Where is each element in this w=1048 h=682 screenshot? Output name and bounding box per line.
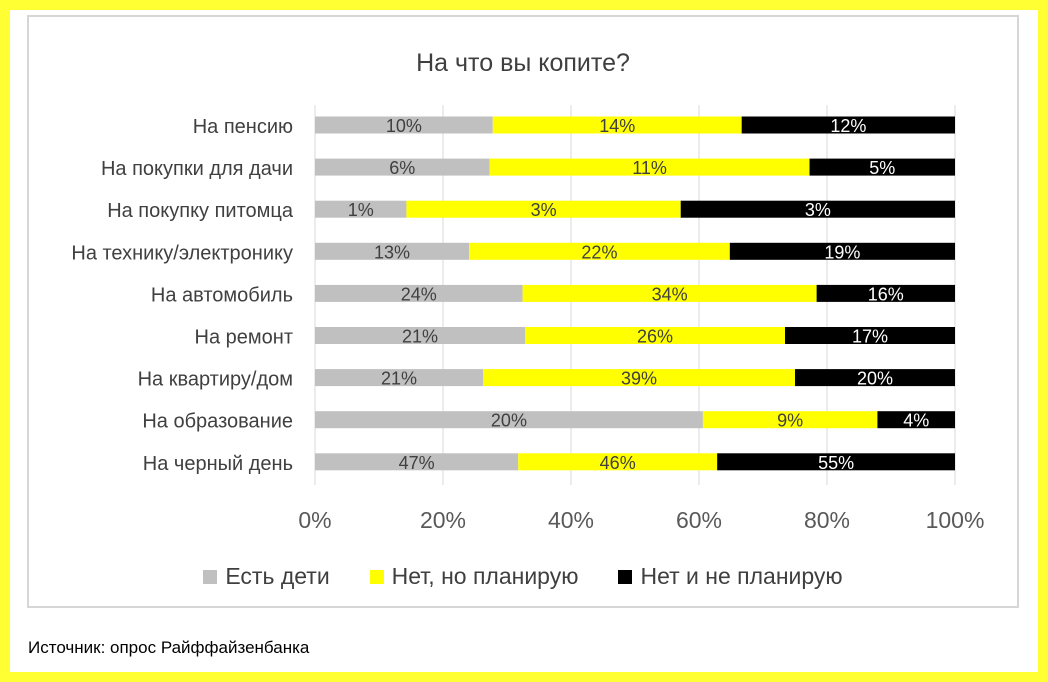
data-label: 14%: [599, 116, 635, 136]
data-label: 10%: [386, 116, 422, 136]
bar-segment: [518, 453, 718, 471]
category-label: На технику/электронику: [71, 242, 293, 264]
bar-segment: [406, 200, 681, 218]
data-label: 22%: [581, 242, 617, 262]
data-label: 20%: [857, 369, 893, 389]
bar-segment: [729, 242, 955, 260]
bar-segment: [809, 158, 955, 176]
source-note: Источник: опрос Райффайзенбанка: [28, 638, 310, 657]
data-label: 6%: [389, 158, 415, 178]
bar-segment: [315, 284, 523, 302]
bar-segment: [469, 242, 730, 260]
legend-label: Нет и не планирую: [640, 563, 843, 589]
data-label: 46%: [600, 453, 636, 473]
legend-item: Нет и не планирую: [618, 563, 843, 590]
x-tick-label: 40%: [548, 507, 594, 533]
data-label: 4%: [903, 411, 929, 431]
legend-item: Есть дети: [203, 563, 330, 590]
bar-segment: [315, 327, 525, 344]
bar-segment: [525, 327, 785, 344]
data-label: 26%: [637, 327, 673, 347]
x-tick-label: 80%: [804, 507, 850, 533]
bar-segment: [489, 158, 810, 176]
category-label: На покупку питомца: [107, 200, 294, 222]
data-label: 13%: [374, 242, 410, 262]
data-label: 3%: [805, 200, 831, 220]
bar-segment: [315, 411, 703, 429]
bar-segment: [492, 116, 742, 134]
bar-segment: [315, 369, 483, 387]
bar-segment: [315, 200, 407, 218]
data-label: 34%: [652, 284, 688, 304]
data-label: 24%: [401, 284, 437, 304]
category-label: На ремонт: [195, 327, 293, 349]
data-label: 19%: [824, 242, 860, 262]
data-label: 21%: [402, 327, 438, 347]
category-label: На черный день: [143, 453, 293, 475]
data-label: 39%: [621, 369, 657, 389]
legend-swatch: [369, 569, 384, 584]
chart-area: На что вы копите? 0% 20% 40% 60% 80% 100% На п…: [27, 15, 1019, 608]
bar-segment: [816, 284, 955, 302]
x-tick-label: 0%: [298, 507, 331, 533]
bar-segment: [785, 327, 955, 344]
legend: Есть дети Нет, но планирую Нет и не планир…: [29, 563, 1017, 590]
chart-title: На что вы копите?: [416, 49, 630, 77]
category-label: На квартиру/дом: [138, 369, 293, 391]
legend-swatch: [618, 569, 633, 584]
data-label: 12%: [830, 116, 866, 136]
bar-segment: [877, 411, 955, 429]
data-label: 3%: [531, 200, 557, 220]
bar-segment: [680, 200, 955, 218]
data-label: 21%: [381, 369, 417, 389]
data-label: 55%: [818, 453, 854, 473]
data-label: 17%: [852, 327, 888, 347]
plot-area: 0% 20% 40% 60% 80% 100% На пенсию 10% 14% 12% На п…: [71, 105, 985, 533]
bar-segment: [315, 158, 490, 176]
bar-segment: [315, 242, 470, 260]
data-label: 20%: [491, 411, 527, 431]
x-tick-label: 20%: [420, 507, 466, 533]
bar-segment: [483, 369, 795, 387]
category-label: На образование: [142, 411, 293, 433]
legend-label: Нет, но планирую: [391, 563, 579, 589]
bar-segment: [717, 453, 955, 471]
category-label: На покупки для дачи: [101, 158, 293, 180]
bar-segment: [795, 369, 955, 387]
data-label: 5%: [869, 158, 895, 178]
legend-label: Есть дети: [225, 563, 330, 589]
bar-segment: [522, 284, 817, 302]
category-label: На пенсию: [193, 116, 293, 138]
bar-segment: [315, 453, 519, 471]
data-label: 16%: [868, 284, 904, 304]
data-label: 47%: [399, 453, 435, 473]
data-label: 1%: [348, 200, 374, 220]
data-label: 9%: [777, 411, 803, 431]
legend-item: Нет, но планирую: [369, 563, 579, 590]
data-label: 11%: [632, 158, 667, 178]
x-tick-label: 60%: [676, 507, 722, 533]
x-tick-label: 100%: [926, 507, 985, 533]
page-frame: На что вы копите? 0% 20% 40% 60% 80% 100% На п…: [10, 10, 1038, 672]
category-label: На автомобиль: [151, 284, 293, 306]
bar-segment: [315, 116, 493, 134]
bar-segment: [741, 116, 955, 134]
legend-swatch: [203, 569, 218, 584]
bar-segment: [702, 411, 878, 429]
